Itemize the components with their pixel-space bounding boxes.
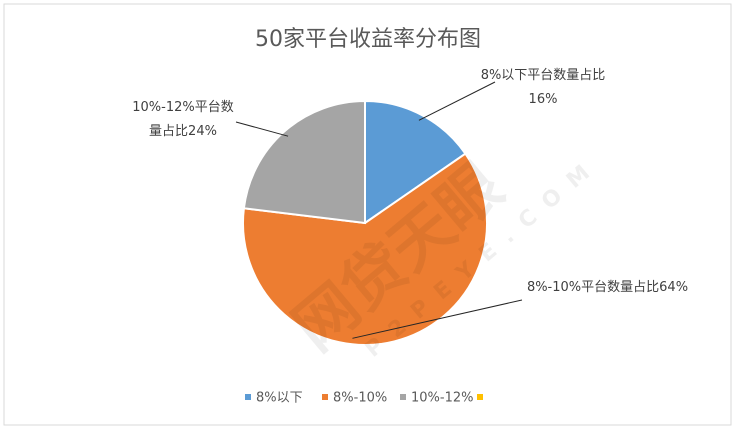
- chart-title: 50家平台收益率分布图: [255, 27, 481, 52]
- leader-line: [418, 81, 496, 121]
- legend-label: 8%以下: [256, 391, 303, 406]
- pie: [235, 81, 523, 346]
- data-label: 8%以下平台数量占比16%: [480, 68, 606, 107]
- legend-swatch: [400, 394, 406, 400]
- pie-slice: [242, 99, 366, 225]
- legend-swatch: [477, 394, 483, 400]
- data-label: 10%-12%平台数量占比24%: [132, 100, 234, 139]
- pie-slice: [364, 99, 467, 225]
- legend-label: 8%-10%: [333, 391, 387, 406]
- leader-line: [235, 121, 289, 137]
- pie-slice: [242, 152, 488, 346]
- legend-swatch: [245, 394, 251, 400]
- legend-label: 10%-12%: [411, 391, 473, 406]
- legend-swatch: [322, 394, 328, 400]
- data-label: 8%-10%平台数量占比64%: [526, 280, 689, 295]
- leader-line: [352, 299, 523, 339]
- legend: 8%以下 8%-10% 10%-12%: [245, 391, 483, 406]
